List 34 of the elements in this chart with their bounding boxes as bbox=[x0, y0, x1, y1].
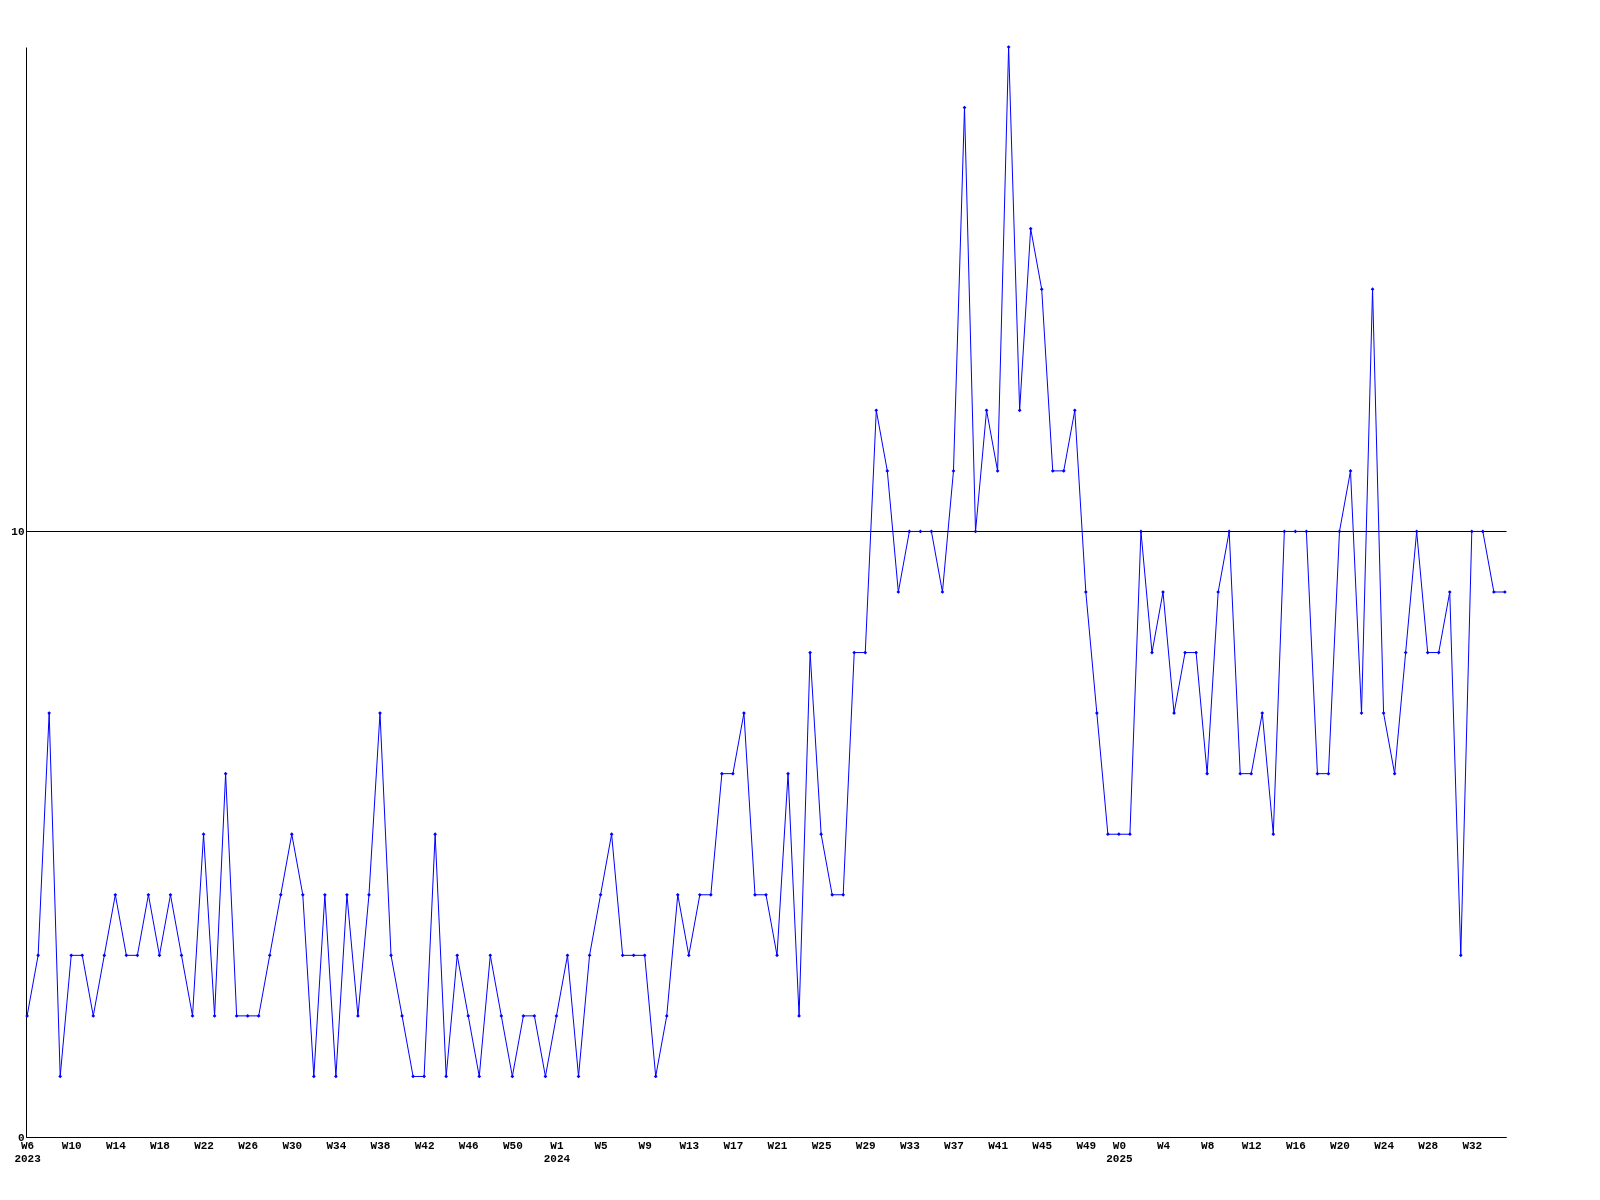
x-tick-label: W41 bbox=[988, 1139, 1009, 1152]
x-tick-label: W45 bbox=[1032, 1139, 1053, 1152]
x-tick-label: W17 bbox=[723, 1139, 744, 1152]
x-tick-label: W28 bbox=[1418, 1139, 1439, 1152]
y-tick-label: 10 bbox=[11, 525, 25, 538]
x-tick-label: W24 bbox=[1374, 1139, 1395, 1152]
x-tick-label: W10 bbox=[61, 1139, 82, 1152]
x-tick-label: W4 bbox=[1156, 1139, 1171, 1152]
x-tick-label: W5 bbox=[594, 1139, 609, 1152]
x-tick-label: W20 bbox=[1330, 1139, 1350, 1152]
x-tick-label: W16 bbox=[1285, 1139, 1306, 1152]
x-tick-label: W32 bbox=[1462, 1139, 1483, 1152]
x-tick-label: W12 bbox=[1241, 1139, 1262, 1152]
x-tick-label: W1 2024 bbox=[543, 1139, 571, 1165]
x-tick-label: W26 bbox=[238, 1139, 259, 1152]
x-tick-label: W21 bbox=[767, 1139, 788, 1152]
x-tick-label: W0 2025 bbox=[1106, 1139, 1134, 1165]
x-tick-label: W25 bbox=[811, 1139, 832, 1152]
x-tick-label: W9 bbox=[638, 1139, 652, 1152]
x-tick-label: W18 bbox=[150, 1139, 171, 1152]
x-tick-label: W34 bbox=[326, 1139, 347, 1152]
x-tick-label: W49 bbox=[1076, 1139, 1097, 1152]
x-tick-label: W50 bbox=[502, 1139, 523, 1152]
x-tick-label: W14 bbox=[105, 1139, 127, 1152]
x-tick-label: W46 bbox=[458, 1139, 479, 1152]
x-tick-label: W33 bbox=[899, 1139, 921, 1152]
x-tick-label: W37 bbox=[944, 1139, 964, 1152]
x-tick-label: W42 bbox=[414, 1139, 435, 1152]
x-tick-label: W8 bbox=[1201, 1139, 1215, 1152]
x-tick-label: W29 bbox=[855, 1139, 876, 1152]
x-tick-label: W38 bbox=[370, 1139, 391, 1152]
x-tick-label: W13 bbox=[679, 1139, 700, 1152]
x-tick-label: W22 bbox=[194, 1139, 214, 1152]
x-tick-label: W30 bbox=[282, 1139, 303, 1152]
